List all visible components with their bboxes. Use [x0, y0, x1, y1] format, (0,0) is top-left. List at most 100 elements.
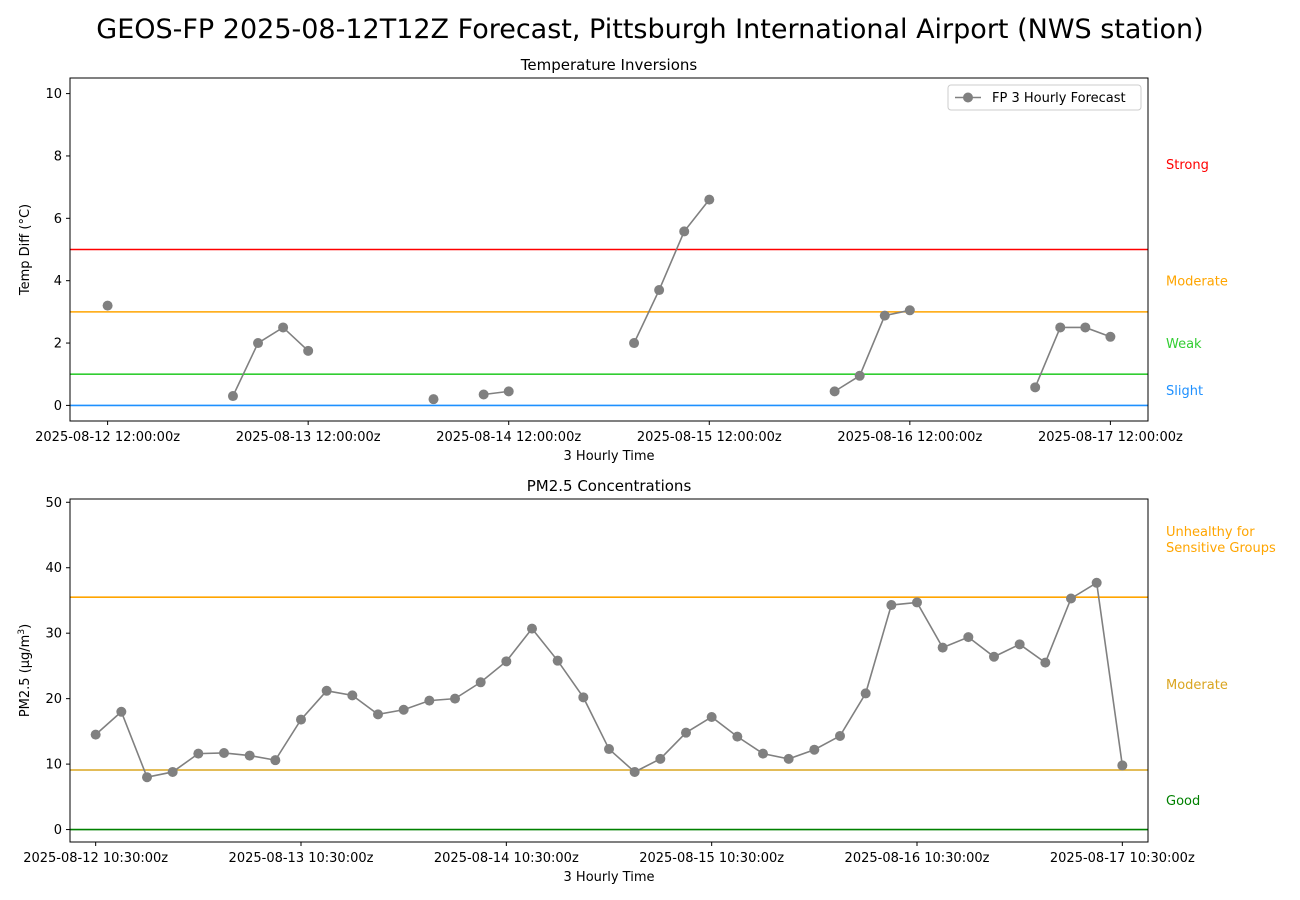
- data-point: [1066, 593, 1076, 604]
- data-point: [253, 338, 264, 349]
- y-tick-label: 6: [54, 212, 62, 227]
- x-tick-label: 2025-08-14 12:00:00z: [436, 430, 581, 445]
- y-tick-label: 2: [54, 337, 62, 352]
- legend-label: FP 3 Hourly Forecast: [992, 91, 1126, 106]
- data-point: [424, 695, 435, 706]
- data-point: [1080, 322, 1091, 333]
- data-point: [527, 623, 537, 634]
- chart-panel-1: Temperature Inversions 0 2 4 6 8 10 2025-08-12 …: [18, 56, 1228, 464]
- chart-legend: FP 3 Hourly Forecast: [947, 84, 1142, 111]
- plot-frame: [69, 77, 1149, 422]
- threshold-label: Unhealthy for Sensitive Groups: [1166, 525, 1276, 556]
- data-point: [912, 597, 922, 608]
- data-point: [102, 300, 113, 311]
- data-point: [963, 632, 974, 643]
- data-point: [704, 194, 715, 205]
- data-point: [809, 744, 820, 755]
- data-point: [398, 704, 409, 715]
- series-line: [232, 326, 309, 397]
- data-point: [732, 731, 743, 742]
- series-line: [834, 309, 911, 393]
- data-point: [854, 370, 865, 381]
- threshold-label: Good: [1166, 794, 1200, 809]
- data-point: [937, 642, 948, 653]
- data-point: [90, 729, 101, 740]
- data-point: [886, 600, 897, 611]
- chart-panel-2: PM2.5 Concentrations 0 10 20 30 40 50 2025-08-1…: [17, 477, 1276, 885]
- y-tick-label: 4: [54, 274, 62, 289]
- x-tick-label: 2025-08-15 10:30:00z: [639, 851, 784, 866]
- threshold-label: Slight: [1166, 384, 1203, 399]
- data-point: [475, 677, 486, 688]
- data-point: [503, 386, 514, 397]
- x-tick-label: 2025-08-15 12:00:00z: [637, 430, 782, 445]
- y-tick-label: 30: [45, 627, 62, 642]
- data-point: [655, 753, 666, 764]
- data-point: [835, 730, 845, 741]
- data-point: [478, 389, 489, 400]
- data-point: [989, 651, 999, 662]
- data-point: [879, 310, 890, 321]
- x-tick-label: 2025-08-17 10:30:00z: [1050, 851, 1195, 866]
- y-tick-label: 20: [45, 692, 62, 707]
- data-point: [1040, 657, 1051, 668]
- data-point: [679, 226, 690, 237]
- chart-title: PM2.5 Concentrations: [527, 477, 692, 495]
- y-tick-label: 10: [45, 87, 62, 102]
- series-line: [1034, 326, 1111, 388]
- x-tick-label: 2025-08-12 12:00:00z: [35, 430, 180, 445]
- data-point: [1117, 760, 1128, 771]
- x-axis-label: 3 Hourly Time: [564, 870, 655, 885]
- data-point: [578, 692, 589, 703]
- threshold-label: Moderate: [1166, 275, 1228, 290]
- data-point: [904, 305, 915, 316]
- data-point: [706, 711, 717, 722]
- data-point: [829, 386, 840, 397]
- data-point: [347, 690, 358, 701]
- data-point: [654, 285, 665, 296]
- data-point: [116, 706, 127, 717]
- y-tick-label: 0: [54, 399, 62, 414]
- data-point: [1091, 577, 1102, 588]
- data-point: [167, 766, 178, 777]
- data-point: [1055, 322, 1066, 333]
- threshold-label: Weak: [1166, 337, 1202, 352]
- threshold-label: Strong: [1166, 158, 1209, 173]
- chart-title: Temperature Inversions: [520, 56, 698, 74]
- x-axis-label: 3 Hourly Time: [564, 449, 655, 464]
- data-point: [303, 345, 314, 356]
- data-point: [552, 655, 563, 666]
- legend-box: [947, 84, 1142, 111]
- data-point: [604, 744, 614, 755]
- data-point: [860, 688, 871, 699]
- x-tick-label: 2025-08-16 12:00:00z: [837, 430, 982, 445]
- x-tick-label: 2025-08-12 10:30:00z: [23, 851, 168, 866]
- data-point: [244, 750, 255, 761]
- y-axis-label: PM2.5 (μg/m3): [17, 624, 33, 717]
- x-tick-label: 2025-08-14 10:30:00z: [434, 851, 579, 866]
- y-tick-label: 10: [45, 758, 62, 773]
- y-tick-label: 0: [54, 823, 62, 838]
- data-point: [193, 748, 204, 759]
- plot-frame: [69, 498, 1149, 843]
- y-tick-label: 50: [45, 496, 62, 511]
- x-tick-label: 2025-08-17 12:00:00z: [1038, 430, 1183, 445]
- y-tick-label: 40: [45, 561, 62, 576]
- x-tick-label: 2025-08-13 10:30:00z: [229, 851, 374, 866]
- data-point: [278, 322, 289, 333]
- data-point: [681, 727, 691, 738]
- data-point: [270, 755, 281, 766]
- data-point: [373, 709, 383, 720]
- data-point: [758, 748, 768, 759]
- figure-title: GEOS-FP 2025-08-12T12Z Forecast, Pittsbu…: [96, 14, 1204, 45]
- data-point: [219, 747, 229, 758]
- data-point: [629, 338, 640, 349]
- x-tick-label: 2025-08-16 10:30:00z: [845, 851, 990, 866]
- data-point: [1014, 639, 1025, 650]
- data-point: [1030, 382, 1041, 393]
- legend-marker: [963, 92, 973, 103]
- y-axis-label: Temp Diff (°C): [18, 204, 33, 296]
- data-point: [321, 685, 332, 696]
- data-point: [296, 714, 306, 725]
- x-tick-label: 2025-08-13 12:00:00z: [236, 430, 381, 445]
